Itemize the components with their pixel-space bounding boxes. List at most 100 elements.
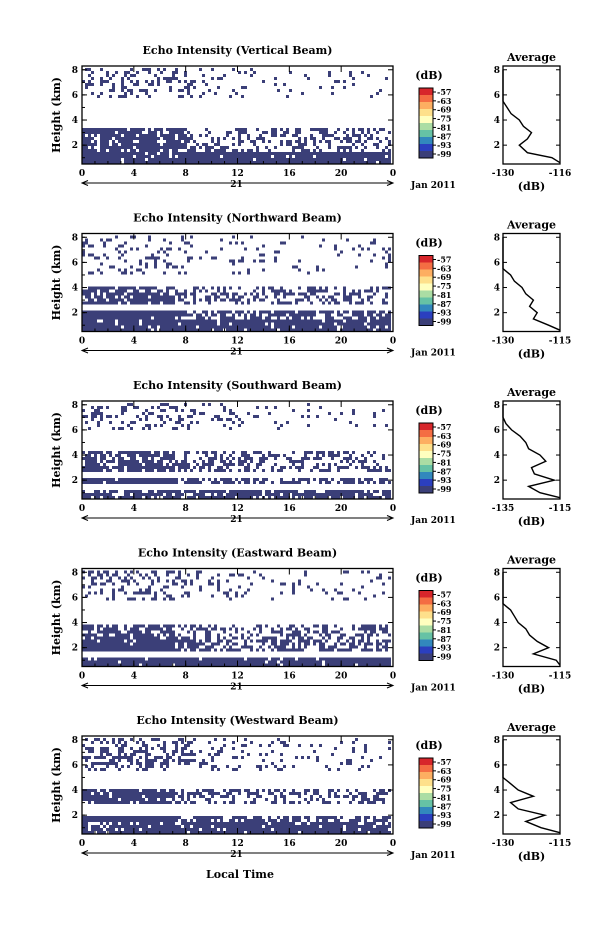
echo-cell: [355, 310, 358, 314]
echo-cell: [202, 642, 205, 646]
echo-cell: [361, 570, 364, 574]
echo-cell: [364, 457, 367, 460]
echo-cell: [181, 585, 184, 589]
echo-cell: [172, 463, 175, 466]
echo-cell: [175, 639, 178, 643]
echo-cell: [169, 660, 172, 664]
echo-cell: [139, 328, 142, 332]
echo-cell: [178, 645, 181, 649]
echo-cell: [361, 466, 364, 469]
echo-cell: [199, 663, 202, 667]
echo-cell: [244, 454, 247, 457]
echo-cell: [106, 660, 109, 664]
echo-cell: [121, 253, 124, 257]
echo-cell: [250, 660, 253, 664]
echo-cell: [109, 828, 112, 831]
echo-cell: [292, 451, 295, 454]
echo-cell: [223, 630, 226, 634]
echo-cell: [139, 161, 142, 164]
echo-cell: [154, 831, 157, 834]
echo-cell: [121, 792, 124, 795]
echo-cell: [115, 573, 118, 577]
echo-cell: [334, 158, 337, 161]
echo-cell: [367, 247, 370, 251]
echo-cell: [322, 630, 325, 634]
echo-cell: [280, 496, 283, 499]
echo-cell: [286, 161, 289, 164]
echo-cell: [205, 152, 208, 155]
echo-cell: [262, 131, 265, 134]
echo-cell: [112, 741, 115, 744]
echo-cell: [151, 648, 154, 652]
echo-cell: [133, 152, 136, 155]
echo-cell: [349, 71, 352, 74]
echo-cell: [385, 493, 388, 496]
echo-cell: [94, 798, 97, 801]
echo-cell: [91, 313, 94, 317]
echo-cell: [196, 158, 199, 161]
echo-cell: [118, 298, 121, 302]
echo-cell: [214, 143, 217, 146]
echo-cell: [211, 155, 214, 158]
echo-cell: [202, 657, 205, 661]
echo-cell: [151, 286, 154, 290]
echo-cell: [367, 451, 370, 454]
echo-cell: [94, 636, 97, 640]
echo-cell: [286, 660, 289, 664]
echo-cell: [130, 738, 133, 741]
echo-cell: [142, 750, 145, 753]
echo-cell: [85, 469, 88, 472]
echo-cell: [256, 490, 259, 493]
echo-cell: [328, 325, 331, 329]
echo-cell: [199, 313, 202, 317]
echo-cell: [259, 325, 262, 329]
echo-cell: [220, 313, 223, 317]
echo-cell: [175, 328, 178, 332]
echo-cell: [97, 756, 100, 759]
echo-cell: [145, 265, 148, 269]
echo-cell: [220, 328, 223, 332]
echo-cell: [103, 816, 106, 819]
echo-cell: [133, 143, 136, 146]
echo-cell: [181, 828, 184, 831]
echo-cell: [118, 256, 121, 260]
echo-cell: [247, 134, 250, 137]
echo-cell: [124, 301, 127, 305]
echo-cell: [112, 822, 115, 825]
echo-cell: [109, 286, 112, 290]
echo-cell: [325, 325, 328, 329]
echo-cell: [358, 289, 361, 293]
echo-cell: [91, 633, 94, 637]
echo-cell: [361, 71, 364, 74]
echo-cell: [367, 496, 370, 499]
echo-cell: [247, 463, 250, 466]
echo-cell: [97, 570, 100, 574]
echo-cell: [241, 594, 244, 598]
echo-cell: [271, 131, 274, 134]
echo-cell: [229, 657, 232, 661]
echo-cell: [193, 152, 196, 155]
echo-cell: [124, 155, 127, 158]
echo-cell: [205, 636, 208, 640]
echo-cell: [148, 496, 151, 499]
echo-cell: [385, 648, 388, 652]
echo-cell: [169, 633, 172, 637]
echo-cell: [340, 155, 343, 158]
echo-cell: [370, 642, 373, 646]
echo-cell: [136, 325, 139, 329]
x-tick-label: 20: [335, 169, 348, 179]
echo-cell: [319, 648, 322, 652]
echo-cell: [85, 319, 88, 323]
echo-cell: [187, 89, 190, 92]
echo-cell: [220, 298, 223, 302]
echo-cell: [172, 798, 175, 801]
echo-cell: [358, 134, 361, 137]
echo-cell: [331, 92, 334, 95]
echo-cell: [136, 798, 139, 801]
colorbar-swatch: [419, 618, 433, 626]
echo-cell: [241, 478, 244, 481]
echo-cell: [94, 409, 97, 412]
echo-cell: [97, 469, 100, 472]
echo-cell: [82, 457, 85, 460]
echo-cell: [106, 143, 109, 146]
